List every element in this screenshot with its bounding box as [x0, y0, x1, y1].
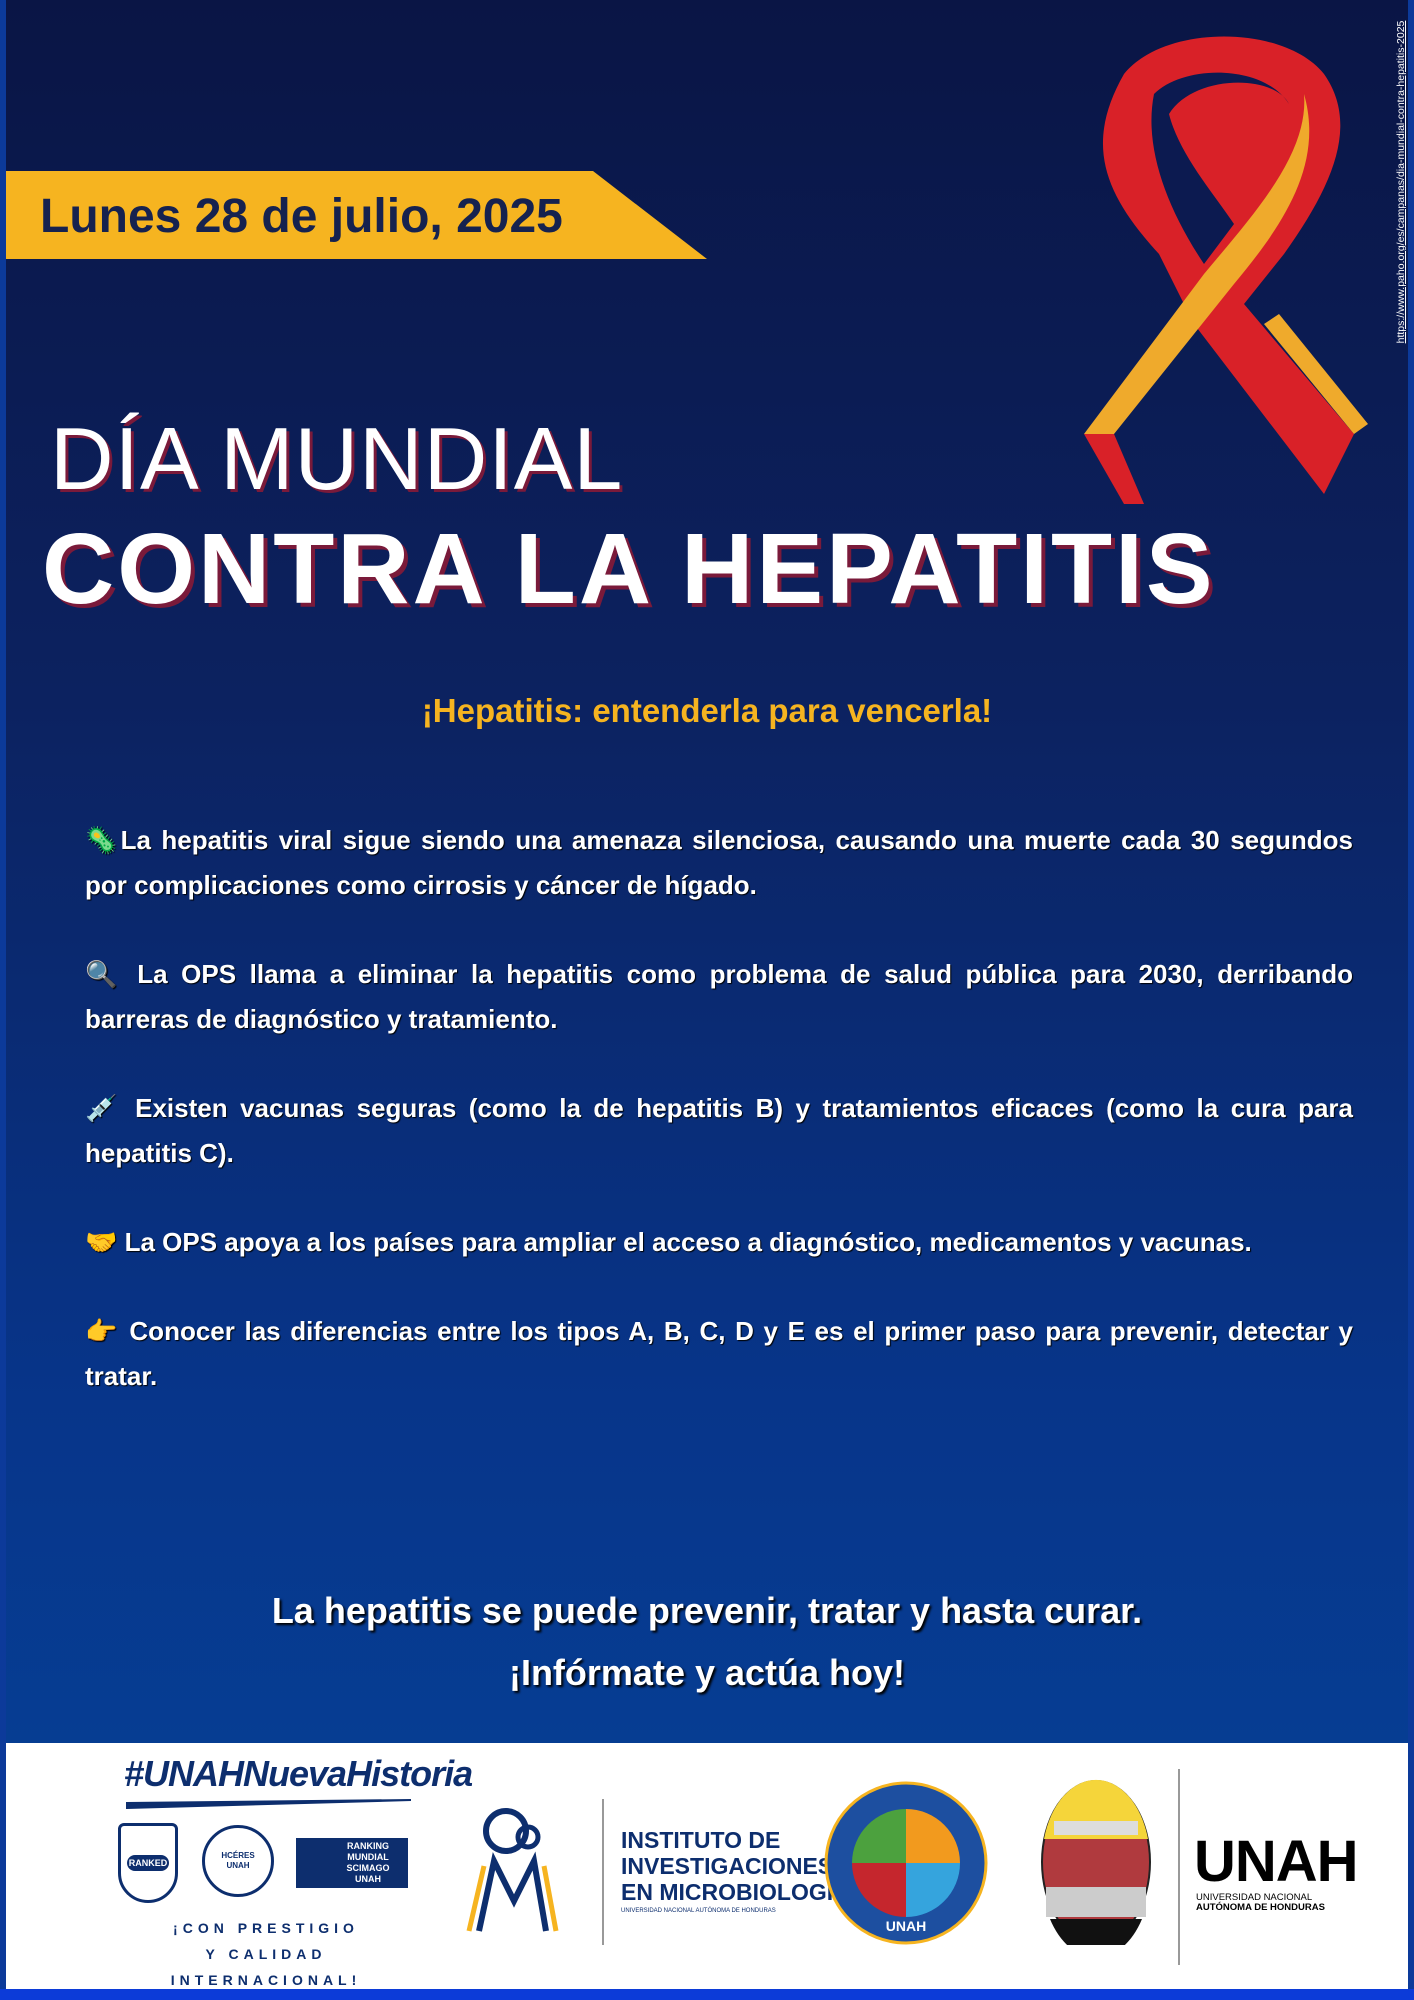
hceres-seal-icon: HCÉRES UNAH — [202, 1825, 274, 1897]
scimago-badge-icon: RANKING MUNDIAL SCIMAGO UNAH — [296, 1838, 408, 1888]
handshake-icon: 🤝 — [85, 1227, 118, 1257]
subtitle: ¡Hepatitis: entenderla para vencerla! — [421, 692, 993, 729]
awareness-ribbon-icon — [1084, 36, 1368, 504]
footer-logos: #UNAHNuevaHistoria RANKED HCÉRES UNAH RA… — [6, 1743, 1408, 1989]
pointing-hand-icon: 👉 — [85, 1316, 120, 1346]
prestige-line1: ¡CON PRESTIGIO — [173, 1920, 359, 1936]
ribbon-yellow-tail — [1264, 314, 1368, 434]
paragraph-list: 🦠La hepatitis viral sigue siendo una ame… — [85, 818, 1353, 1443]
paragraph-text: La OPS llama a eliminar la hepatitis com… — [85, 959, 1353, 1034]
paragraph-text: Existen vacunas seguras (como la de hepa… — [85, 1093, 1353, 1168]
unah-subtitle: UNIVERSIDAD NACIONAL AUTÓNOMA DE HONDURAS — [1196, 1892, 1325, 1913]
divider — [602, 1799, 604, 1945]
closing-line2: ¡Infórmate y actúa hoy! — [508, 1652, 906, 1693]
ribbon-red-inner — [1151, 72, 1289, 264]
bottom-border — [0, 1989, 1414, 2000]
date-banner: Lunes 28 de julio, 2025 — [6, 171, 707, 259]
microbiology-institute-logo-icon — [466, 1808, 559, 1932]
paragraph: 👉 Conocer las diferencias entre los tipo… — [85, 1309, 1353, 1399]
unah-seal-icon — [1041, 1779, 1151, 1945]
title-line1: DÍA MUNDIAL — [50, 409, 624, 508]
faculty-of-sciences-logo-icon: UNAH — [824, 1781, 988, 1945]
closing-line1: La hepatitis se puede prevenir, tratar y… — [271, 1590, 1143, 1631]
ribbon-red-tail — [1084, 434, 1144, 504]
source-url[interactable]: https://www.paho.org/es/campanas/dia-mun… — [1395, 20, 1407, 344]
paragraph: 💉 Existen vacunas seguras (como la de he… — [85, 1086, 1353, 1176]
hashtag-underline — [126, 1799, 411, 1809]
unah-wordmark: UNAH — [1194, 1829, 1359, 1894]
paragraph: 🔍 La OPS llama a eliminar la hepatitis c… — [85, 952, 1353, 1042]
paragraph: 🤝 La OPS apoya a los países para ampliar… — [85, 1220, 1353, 1265]
syringe-icon: 💉 — [85, 1093, 123, 1123]
divider — [1178, 1769, 1180, 1965]
paragraph-text: La hepatitis viral sigue siendo una amen… — [85, 825, 1353, 900]
prestige-line2: Y CALIDAD INTERNACIONAL! — [170, 1946, 362, 1988]
ranked-badge-text: RANKED — [126, 1855, 170, 1871]
magnifier-icon: 🔍 — [85, 959, 124, 989]
source-link[interactable]: https://www.paho.org/es/campanas/dia-mun… — [1389, 12, 1413, 352]
paragraph-text: La OPS apoya a los países para ampliar e… — [124, 1227, 1252, 1257]
date-text: Lunes 28 de julio, 2025 — [40, 190, 563, 243]
paragraph: 🦠La hepatitis viral sigue siendo una ame… — [85, 818, 1353, 908]
scimago-badge-text: RANKING MUNDIAL SCIMAGO UNAH — [346, 1841, 390, 1884]
svg-text:UNAH: UNAH — [886, 1918, 926, 1934]
hceres-seal-text: HCÉRES UNAH — [221, 1851, 255, 1870]
hashtag: #UNAHNuevaHistoria — [124, 1753, 473, 1794]
institute-name: INSTITUTO DE INVESTIGACIONES EN MICROBIOLO… — [621, 1827, 850, 1905]
ranked-badge-icon: RANKED — [118, 1823, 178, 1903]
microbe-icon: 🦠 — [85, 825, 121, 855]
institute-subtitle: UNIVERSIDAD NACIONAL AUTÓNOMA DE HONDURA… — [621, 1908, 776, 1914]
paragraph-text: Conocer las diferencias entre los tipos … — [85, 1316, 1354, 1391]
title-line2: CONTRA LA HEPATITIS — [42, 513, 1216, 625]
